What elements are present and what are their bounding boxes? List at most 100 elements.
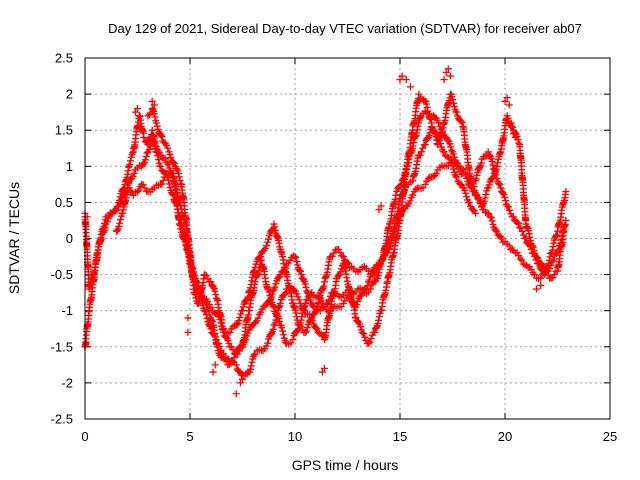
data-point-interp — [151, 113, 159, 121]
data-point — [398, 72, 406, 80]
data-point — [365, 339, 372, 347]
data-point-interp — [235, 317, 243, 325]
data-point-interp — [311, 309, 318, 317]
data-point-interp — [227, 343, 235, 351]
data-point — [150, 101, 158, 109]
grid-lines — [85, 58, 610, 419]
data-point-interp — [235, 347, 243, 355]
data-point — [302, 299, 309, 307]
data-point-interp — [492, 226, 500, 234]
data-point-interp — [212, 291, 220, 299]
data-point-interp — [293, 290, 301, 298]
data-point-interp — [236, 313, 244, 321]
data-point-interp — [150, 110, 158, 118]
data-point-interp — [487, 214, 495, 222]
data-point — [509, 213, 517, 221]
data-point-interp — [516, 255, 524, 263]
y-tick-label: 0.5 — [55, 195, 73, 210]
data-point-interp — [475, 196, 483, 204]
data-point-interp — [266, 291, 274, 299]
data-point-interp — [359, 330, 367, 338]
data-point-interp — [374, 261, 382, 269]
y-tick-label: -1.5 — [51, 339, 73, 354]
data-point-interp — [517, 224, 525, 232]
data-point — [428, 123, 435, 131]
data-point-interp — [113, 226, 121, 234]
data-point-interp — [365, 276, 373, 284]
data-point-interp — [328, 252, 336, 260]
data-point-interp — [458, 118, 466, 126]
y-tick-label: 1.5 — [55, 123, 73, 138]
x-tick-label: 20 — [498, 429, 512, 444]
data-point-interp — [549, 274, 557, 282]
data-point — [465, 198, 473, 206]
data-point-interp — [248, 358, 256, 366]
data-point — [201, 271, 209, 279]
data-point-interp — [431, 129, 439, 137]
data-point-interp — [363, 282, 371, 290]
y-tick-label: -2.5 — [51, 412, 73, 427]
data-point — [442, 68, 450, 76]
data-point-interp — [174, 169, 182, 177]
data-point-interp — [480, 197, 488, 205]
data-point-interp — [221, 354, 229, 362]
data-point — [140, 133, 148, 141]
data-point-interp — [338, 252, 346, 260]
data-point-interp — [481, 194, 489, 202]
data-point-interp — [448, 158, 456, 166]
data-point — [453, 173, 461, 181]
data-point-interp — [229, 323, 237, 331]
data-point — [484, 148, 492, 156]
data-point-interp — [170, 159, 177, 167]
data-point-interp — [485, 210, 493, 218]
data-point-interp — [115, 222, 123, 230]
data-point-interp — [101, 224, 109, 232]
data-point-interp — [140, 160, 147, 168]
data-point-interp — [127, 157, 134, 165]
data-point — [131, 108, 139, 116]
y-tick-label: 2.5 — [55, 51, 73, 66]
data-point — [209, 368, 217, 376]
data-point — [415, 90, 423, 98]
x-tick-label: 5 — [186, 429, 193, 444]
data-point — [291, 253, 299, 261]
data-point-interp — [318, 297, 326, 305]
data-point — [409, 191, 417, 199]
data-point-interp — [271, 283, 279, 291]
data-point-interp — [247, 362, 255, 370]
data-point-interp — [436, 136, 444, 144]
data-point-interp — [160, 154, 168, 162]
data-point-interp — [130, 169, 138, 177]
data-point — [157, 162, 165, 170]
data-point — [421, 180, 429, 188]
data-point-interp — [399, 190, 407, 198]
data-point — [377, 256, 385, 264]
data-point — [134, 188, 141, 196]
data-point-interp — [158, 180, 166, 188]
data-point-interp — [173, 165, 181, 173]
data-point-interp — [215, 339, 223, 347]
data-point-interp — [166, 150, 174, 158]
data-point — [226, 328, 234, 336]
data-point-interp — [488, 217, 496, 225]
data-point-interp — [419, 144, 427, 152]
data-point — [232, 361, 240, 369]
data-point-interp — [544, 271, 552, 279]
data-point-interp — [86, 281, 94, 289]
data-point-interp — [449, 150, 457, 158]
data-point-interp — [155, 156, 162, 164]
data-point — [444, 65, 452, 73]
data-point-interp — [204, 275, 212, 283]
data-point-interp — [116, 219, 124, 227]
y-tick-label: -2 — [61, 375, 73, 390]
data-point-interp — [482, 190, 490, 198]
data-point-interp — [157, 131, 165, 139]
data-point-interp — [268, 329, 276, 337]
data-point-interp — [449, 161, 457, 169]
data-point-interp — [212, 336, 220, 344]
data-point-interp — [424, 175, 432, 183]
data-point — [375, 206, 383, 214]
x-tick-label: 25 — [603, 429, 617, 444]
data-point-interp — [515, 139, 523, 147]
data-point-interp — [367, 335, 375, 343]
